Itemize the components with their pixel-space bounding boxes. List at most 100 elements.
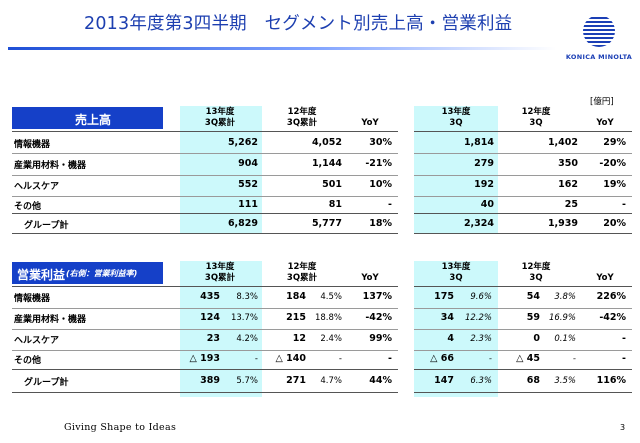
margin-12q3: 3.8%	[554, 292, 576, 302]
logo-wordmark: KONICA MINOLTA	[565, 53, 633, 61]
divider	[12, 213, 398, 214]
yoy-q3: -	[622, 199, 626, 210]
divider	[12, 286, 398, 287]
margin-12ytd: 18.8%	[314, 313, 342, 323]
value-13ytd: 6,829	[227, 218, 258, 229]
value-12ytd: 184	[286, 291, 306, 302]
row-label: その他	[14, 202, 42, 212]
value-13ytd: 124	[200, 312, 220, 323]
yoy-q3: 20%	[603, 218, 626, 229]
yoy-q3: 226%	[596, 291, 626, 302]
row-label: 情報機器	[14, 294, 51, 304]
divider	[12, 308, 398, 309]
value-12q3: 1,939	[547, 218, 578, 229]
value-12ytd: 81	[328, 199, 342, 210]
value-12q3: 68	[526, 375, 540, 386]
divider	[12, 131, 398, 132]
row-label: ヘルスケア	[14, 182, 60, 192]
col-header: YoY	[361, 273, 379, 283]
margin-13q3: 12.2%	[464, 313, 492, 323]
value-13ytd: △ 193	[189, 353, 220, 364]
divider	[414, 196, 632, 197]
divider	[12, 350, 398, 351]
value-13ytd: 5,262	[227, 137, 258, 148]
yoy-q3: -	[622, 353, 626, 364]
divider	[12, 233, 398, 234]
margin-13q3: 9.6%	[470, 292, 492, 302]
value-12ytd: △ 140	[275, 353, 306, 364]
yoy-ytd: 10%	[369, 179, 392, 190]
value-12q3: 350	[558, 158, 578, 169]
col-header: YoY	[596, 273, 614, 283]
value-12ytd: 501	[322, 179, 342, 190]
row-label: ヘルスケア	[14, 336, 60, 346]
divider	[414, 153, 632, 154]
sales-badge-label: 売上高	[75, 113, 112, 127]
divider	[414, 369, 632, 370]
operating-income-badge: 営業利益 (右側：営業利益率)	[12, 262, 163, 284]
value-12q3: 162	[558, 179, 578, 190]
yoy-ytd: 18%	[369, 218, 392, 229]
value-13ytd: 435	[200, 291, 220, 302]
value-12q3: 54	[526, 291, 540, 302]
col-header: 13年度 3Q累計	[204, 107, 236, 128]
value-13ytd: 111	[238, 199, 258, 210]
yoy-ytd: 137%	[362, 291, 392, 302]
value-13ytd: 904	[238, 158, 258, 169]
col-header: 12年度 3Q累計	[286, 107, 318, 128]
value-13q3: △ 66	[430, 353, 454, 364]
row-label: その他	[14, 356, 42, 366]
margin-12ytd: 4.5%	[320, 292, 342, 302]
divider	[414, 131, 632, 132]
row-label: 産業用材料・機器	[14, 161, 87, 171]
value-12q3: △ 45	[516, 353, 540, 364]
divider	[414, 213, 632, 214]
divider	[12, 369, 398, 370]
operating-income-table: 営業利益 (右側：営業利益率) 13年度 3Q累計 12年度 3Q累計 YoY …	[12, 261, 632, 397]
value-13q3: 175	[434, 291, 454, 302]
value-12q3: 25	[564, 199, 578, 210]
row-label: 情報機器	[14, 140, 51, 150]
margin-13ytd: 5.7%	[236, 376, 258, 386]
value-12ytd: 4,052	[311, 137, 342, 148]
value-12ytd: 5,777	[311, 218, 342, 229]
value-13q3: 279	[474, 158, 494, 169]
divider	[12, 329, 398, 330]
company-logo: KONICA MINOLTA	[561, 15, 637, 71]
divider	[12, 175, 398, 176]
margin-13q3: -	[488, 354, 492, 364]
margin-13ytd: 8.3%	[236, 292, 258, 302]
sales-table: 売上高 13年度 3Q累計 12年度 3Q累計 YoY 13年度 3Q 12年度…	[12, 106, 632, 234]
value-13ytd: 23	[206, 333, 220, 344]
footer-tagline: Giving Shape to Ideas	[64, 422, 177, 433]
logo-globe-icon	[583, 15, 615, 47]
yoy-q3: -	[622, 333, 626, 344]
divider	[12, 153, 398, 154]
margin-13ytd: -	[254, 354, 258, 364]
sales-badge: 売上高	[12, 107, 163, 129]
yoy-ytd: -	[388, 353, 392, 364]
margin-12q3: 16.9%	[548, 313, 576, 323]
row-label: グループ計	[24, 221, 69, 231]
value-13q3: 147	[434, 375, 454, 386]
col-header: 12年度 3Q	[521, 262, 551, 283]
value-12ytd: 271	[286, 375, 306, 386]
margin-12ytd: 2.4%	[320, 334, 342, 344]
op-badge-label: 営業利益	[17, 268, 66, 282]
unit-label: [億円]	[590, 97, 614, 107]
value-13q3: 40	[480, 199, 494, 210]
margin-12ytd: -	[338, 354, 342, 364]
yoy-q3: 29%	[603, 137, 626, 148]
op-badge-sublabel: (右側：営業利益率)	[66, 269, 138, 278]
col-header: 12年度 3Q累計	[286, 262, 318, 283]
yoy-q3: -42%	[599, 312, 626, 323]
highlight-col-13ytd	[180, 106, 262, 234]
yoy-q3: 19%	[603, 179, 626, 190]
col-header: 13年度 3Q	[441, 107, 471, 128]
col-header: 13年度 3Q	[441, 262, 471, 283]
yoy-ytd: -	[388, 199, 392, 210]
margin-13ytd: 4.2%	[236, 334, 258, 344]
col-header: YoY	[361, 118, 379, 128]
col-header: 13年度 3Q累計	[204, 262, 236, 283]
yoy-ytd: 44%	[369, 375, 392, 386]
